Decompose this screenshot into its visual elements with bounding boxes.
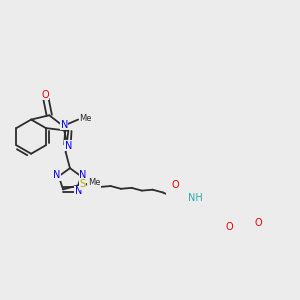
Text: N: N — [53, 170, 61, 180]
Text: Me: Me — [79, 114, 92, 123]
Text: N: N — [65, 141, 72, 151]
Text: O: O — [171, 180, 179, 190]
Text: S: S — [79, 179, 85, 189]
Text: O: O — [226, 222, 233, 232]
Text: N: N — [75, 186, 82, 196]
Text: Me: Me — [88, 178, 100, 188]
Text: N: N — [61, 120, 68, 130]
Text: O: O — [254, 218, 262, 228]
Text: O: O — [41, 90, 49, 100]
Text: NH: NH — [188, 193, 203, 202]
Text: N: N — [79, 170, 86, 180]
